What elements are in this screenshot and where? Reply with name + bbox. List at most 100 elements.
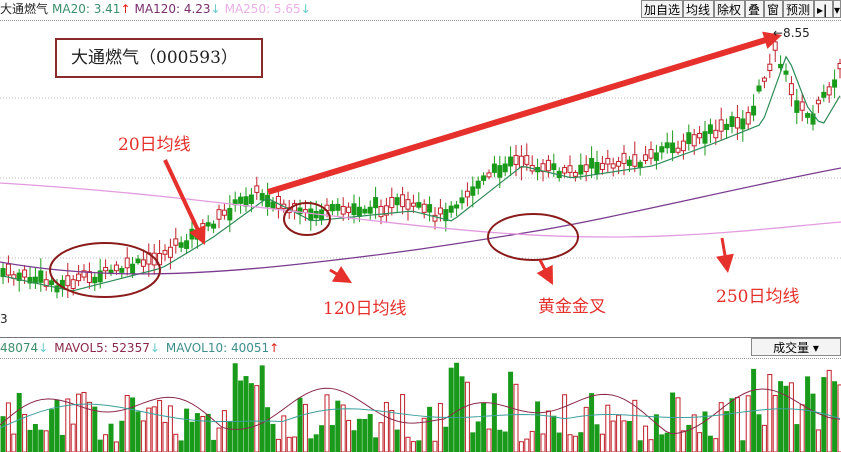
- chevron-down-icon[interactable]: ▾: [833, 0, 841, 18]
- overlay-button[interactable]: 叠: [745, 0, 764, 18]
- candle-body: [113, 264, 119, 272]
- candle-body: [340, 205, 346, 215]
- volume-bar: [616, 414, 622, 452]
- candle-body: [103, 267, 109, 272]
- volume-bar: [313, 434, 319, 452]
- candle-body: [524, 155, 530, 165]
- window-button[interactable]: 窗: [764, 0, 783, 18]
- candle-body: [589, 157, 595, 169]
- volume-bar: [783, 385, 789, 452]
- volume-bar: [572, 435, 578, 452]
- candle-body: [92, 276, 98, 284]
- volume-bar: [756, 414, 762, 452]
- candle-body: [729, 116, 735, 127]
- arrow-up-icon: ↑: [120, 2, 131, 16]
- candle-body: [508, 156, 514, 167]
- volume-bar: [194, 413, 200, 452]
- volume-select-label: 成交量: [773, 341, 810, 355]
- arrow-down-icon: ↓: [38, 341, 49, 355]
- candle-body: [562, 167, 568, 174]
- volume-bar: [562, 394, 568, 452]
- candle-body: [821, 91, 827, 98]
- volume-bar: [103, 434, 109, 452]
- volume-bar: [632, 399, 638, 452]
- ma120-value: MA120: 4.23: [134, 2, 211, 16]
- candle-body: [5, 263, 11, 276]
- candle-body: [49, 280, 55, 286]
- arrow-up-icon: ↑: [269, 341, 280, 355]
- stock-title-box: 大通燃气（000593）: [55, 38, 263, 78]
- volume-bar: [16, 393, 22, 452]
- volume-indicator-select[interactable]: 成交量 ▾: [751, 338, 841, 356]
- volume-bar: [216, 427, 222, 452]
- volume-bar: [772, 394, 778, 452]
- volume-bar: [227, 420, 233, 452]
- volume-bar: [459, 376, 465, 452]
- skip-end-icon[interactable]: ▸|: [814, 0, 833, 18]
- arrow-line: [267, 36, 770, 195]
- exright-button[interactable]: 除权: [714, 0, 745, 18]
- volume-bar: [599, 433, 605, 452]
- candle-body: [351, 203, 357, 216]
- arrow-down-icon: ↓: [210, 2, 221, 16]
- volume-bar: [70, 423, 76, 452]
- volume-bar: [356, 418, 362, 452]
- candle-body: [383, 205, 389, 216]
- volume-bar: [5, 402, 11, 452]
- high-price-label: ←8.55: [773, 26, 810, 40]
- volume-bar: [205, 413, 211, 452]
- candle-body: [173, 238, 179, 246]
- volume-bar: [184, 408, 190, 452]
- volume-bar: [821, 377, 827, 452]
- candle-body: [502, 163, 508, 173]
- candle-body: [400, 194, 406, 208]
- volume-bar: [513, 383, 519, 452]
- volume-bar: [259, 365, 265, 452]
- volume-bar: [815, 429, 821, 452]
- volume-bar: [767, 374, 773, 452]
- forecast-button[interactable]: 预测: [783, 0, 814, 18]
- ma-button[interactable]: 均线: [683, 0, 714, 18]
- volume-bar: [745, 395, 751, 452]
- volume-bar: [529, 430, 535, 452]
- volume-bar: [400, 394, 406, 452]
- volume-bar: [578, 432, 584, 452]
- volume-bar: [265, 407, 271, 452]
- volume-bar: [232, 363, 238, 452]
- volume-bar: [59, 434, 65, 452]
- volume-bar: [346, 419, 352, 452]
- candle-body: [756, 85, 762, 92]
- candle-body: [713, 129, 719, 139]
- volume-bar: [97, 439, 103, 452]
- volume-bar: [243, 376, 249, 452]
- volume-bar: [270, 423, 276, 452]
- candle-body: [205, 222, 211, 227]
- candle-body: [464, 190, 470, 198]
- volume-bar: [551, 415, 557, 452]
- arrow-head-icon: [189, 224, 206, 245]
- candle-body: [475, 180, 481, 189]
- volume-bar: [805, 376, 811, 452]
- candle-body: [632, 154, 638, 167]
- add-watchlist-button[interactable]: 加自选: [641, 0, 683, 18]
- candle-body: [405, 199, 411, 210]
- volume-bar: [383, 401, 389, 452]
- candle-body: [578, 164, 584, 175]
- volume-bar: [437, 402, 443, 452]
- candle-body: [97, 270, 103, 283]
- volume-bar: [454, 362, 460, 452]
- volume-bar: [448, 367, 454, 452]
- volume-bar: [281, 415, 287, 452]
- ma250-annotation: 250日均线: [716, 287, 800, 307]
- candle-body: [691, 134, 697, 147]
- candle-body: [643, 154, 649, 161]
- candle-body: [432, 214, 438, 222]
- volume-bar: [324, 394, 330, 452]
- candle-body: [670, 142, 676, 154]
- candle-body: [481, 175, 487, 181]
- volume-bar: [38, 429, 44, 452]
- candle-body: [799, 101, 805, 111]
- candle-body: [367, 206, 373, 214]
- arrow-line: [163, 159, 201, 233]
